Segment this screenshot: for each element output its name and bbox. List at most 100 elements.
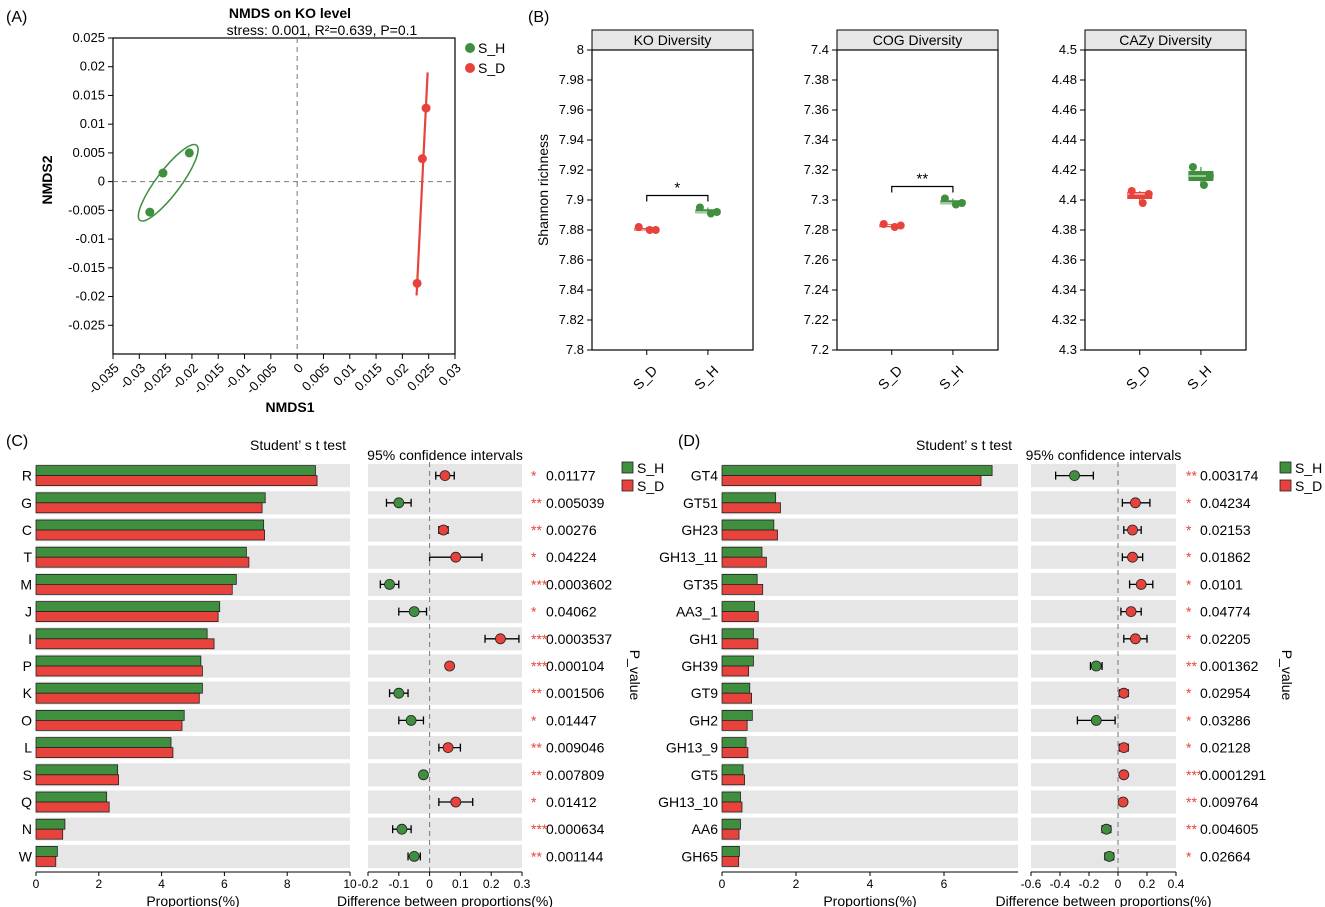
- box-point: [1188, 163, 1197, 171]
- y-tick-label: 0.01: [80, 116, 105, 131]
- sig-stars: *: [1186, 685, 1192, 701]
- legend-label-s_d: S_D: [1295, 478, 1322, 494]
- y-tick-label: 7.82: [559, 312, 584, 327]
- x-tick-label: 4: [158, 877, 165, 891]
- p-value: 0.001362: [1200, 658, 1259, 674]
- row-stripe-right: [1031, 572, 1176, 596]
- x-tick-label: 6: [941, 877, 948, 891]
- row-label: AA3_1: [676, 604, 718, 620]
- y-tick-label: 7.9: [566, 192, 584, 207]
- bar-s-h: [721, 465, 993, 477]
- p-value: 0.009046: [546, 740, 605, 756]
- diff-point: [450, 551, 462, 563]
- diff-point: [1090, 715, 1102, 726]
- diff-point: [1118, 687, 1130, 699]
- y-tick-label: 7.8: [566, 342, 584, 357]
- test-title: Student’ s t test: [916, 437, 1012, 453]
- bar-s-h: [721, 846, 740, 857]
- y-tick-label: 4.38: [1052, 222, 1077, 237]
- y-tick-label: 8: [577, 42, 584, 57]
- box-point: [712, 208, 721, 216]
- bar-s-h: [35, 574, 237, 585]
- x-tick-label: 0: [33, 877, 40, 891]
- x-tick-label: -0.015: [190, 360, 227, 397]
- row-label: GT51: [683, 495, 718, 511]
- diff-point: [393, 687, 405, 699]
- box-point: [1199, 181, 1208, 189]
- row-stripe-right: [1031, 681, 1176, 705]
- bar-s-d: [721, 584, 764, 595]
- row-label: K: [23, 685, 33, 701]
- row-stripe-right: [1031, 654, 1176, 678]
- y-tick-label: -0.005: [68, 202, 105, 217]
- bar-s-h: [721, 655, 754, 667]
- box-point: [634, 223, 643, 231]
- row-label: O: [21, 712, 32, 728]
- bar-s-d: [721, 475, 982, 487]
- x-tick-label: 8: [284, 877, 291, 891]
- bar-s-d: [35, 692, 200, 704]
- p-value: 0.01862: [1200, 549, 1251, 565]
- diff-point: [405, 715, 417, 726]
- row-stripe-right: [368, 572, 522, 596]
- panel-b-diversity: Shannon richness KO Diversity 8 7.98 7.96 7.9…: [535, 29, 1247, 393]
- row-label: N: [22, 821, 32, 837]
- legend-label-s_h: S_H: [1295, 460, 1322, 476]
- diff-point: [1103, 851, 1115, 862]
- legend-marker-s_h: [621, 461, 634, 474]
- row-stripe-right: [368, 817, 522, 841]
- p-value: 0.02664: [1200, 848, 1251, 864]
- sig-stars: **: [531, 767, 542, 783]
- bar-s-d: [721, 665, 750, 677]
- x-tick-label: -0.025: [138, 360, 175, 397]
- bar-s-d: [721, 611, 759, 622]
- test-title: Student’ s t test: [250, 437, 346, 453]
- sig-stars: ***: [531, 658, 548, 674]
- bar-s-d: [35, 856, 57, 867]
- row-label: GH13_9: [666, 740, 718, 756]
- box-point: [1205, 172, 1214, 180]
- row-stripe-left: [722, 491, 1018, 515]
- y-axis-label: Shannon richness: [535, 134, 551, 246]
- legend-marker-s_d: [621, 479, 634, 492]
- x-tick-label: -0.4: [1050, 877, 1071, 891]
- row-label: Q: [21, 794, 32, 810]
- p-value: 0.04224: [546, 549, 597, 565]
- y-tick-label: 7.34: [804, 132, 829, 147]
- bar-s-d: [721, 774, 745, 786]
- bar-s-d: [35, 584, 233, 595]
- diff-point: [1118, 769, 1130, 781]
- bar-s-d: [35, 774, 119, 786]
- y-tick-label: 0.025: [72, 30, 105, 45]
- x-tick-label: 10: [343, 877, 357, 891]
- p-value: 0.04062: [546, 604, 597, 620]
- sig-stars: *: [1186, 576, 1192, 592]
- bar-s-h: [35, 764, 119, 776]
- y-tick-label: 4.46: [1052, 102, 1077, 117]
- y-tick-label: 7.92: [559, 162, 584, 177]
- box-point: [706, 209, 715, 218]
- x-tick-label: 0.1: [452, 877, 469, 891]
- sig-bracket: [646, 194, 709, 202]
- p-value: 0.005039: [546, 495, 605, 511]
- diff-point: [418, 769, 429, 781]
- y-tick-label: -0.01: [75, 231, 105, 246]
- y-tick-label: 7.24: [804, 282, 829, 297]
- ellipse-s-h: [137, 143, 199, 222]
- diff-point: [1130, 633, 1141, 645]
- p-value: 0.001506: [546, 685, 605, 701]
- facet-title: KO Diversity: [634, 32, 712, 48]
- sig-stars: **: [916, 171, 928, 188]
- row-label: GT35: [683, 576, 718, 592]
- row-stripe-left: [36, 844, 350, 868]
- y-tick-label: 4.36: [1052, 252, 1077, 267]
- bar-s-d: [721, 502, 781, 514]
- x-tick-label: 0.025: [404, 360, 438, 394]
- y-tick-label: 4.4: [1059, 192, 1077, 207]
- y-tick-label: 7.26: [804, 252, 829, 267]
- row-label: GH23: [681, 522, 718, 538]
- diff-point: [396, 823, 408, 835]
- diff-point: [384, 579, 395, 590]
- row-stripe-left: [722, 572, 1018, 596]
- bar-s-h: [721, 574, 758, 585]
